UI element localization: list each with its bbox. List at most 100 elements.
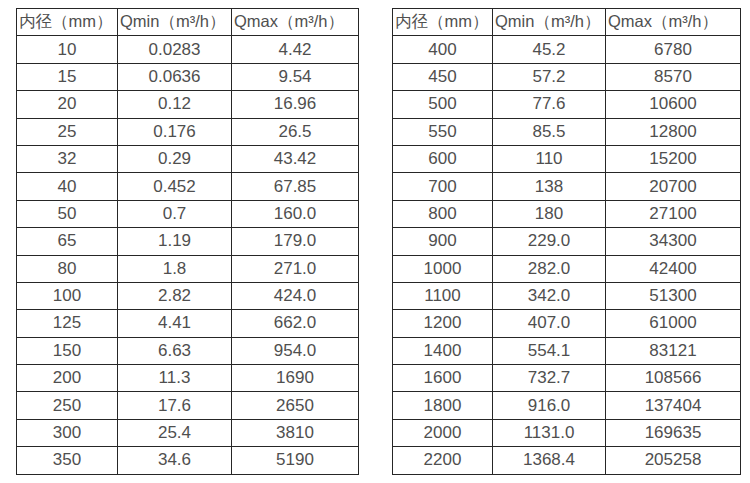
table-cell: 10600	[606, 91, 741, 118]
table-cell: 3810	[232, 419, 359, 446]
table-row: 80018027100	[393, 200, 741, 227]
table-cell: 10	[17, 36, 118, 63]
table-cell: 40	[17, 173, 118, 200]
column-header-qmin: Qmin（m³/h）	[118, 9, 232, 36]
column-header-qmax: Qmax（m³/h）	[232, 9, 359, 36]
table-row: 400.45267.85	[17, 173, 359, 200]
column-header-inner-diameter: 内径（mm）	[17, 9, 118, 36]
table-cell: 25	[17, 118, 118, 145]
table-cell: 137404	[606, 392, 741, 419]
table-cell: 20	[17, 91, 118, 118]
table-cell: 20700	[606, 173, 741, 200]
table-header-row: 内径（mm） Qmin（m³/h） Qmax（m³/h）	[393, 9, 741, 36]
table-row: 35034.65190	[17, 447, 359, 474]
table-cell: 67.85	[232, 173, 359, 200]
table-cell: 2200	[393, 447, 493, 474]
table-cell: 50	[17, 200, 118, 227]
table-row: 45057.28570	[393, 63, 741, 90]
table-cell: 45.2	[493, 36, 606, 63]
table-cell: 424.0	[232, 282, 359, 309]
table-row: 900229.034300	[393, 228, 741, 255]
table-cell: 282.0	[493, 255, 606, 282]
table-row: 150.06369.54	[17, 63, 359, 90]
table-cell: 1100	[393, 282, 493, 309]
table-cell: 15200	[606, 145, 741, 172]
table-cell: 1800	[393, 392, 493, 419]
table-cell: 800	[393, 200, 493, 227]
table-cell: 500	[393, 91, 493, 118]
flow-range-tables-container: 内径（mm） Qmin（m³/h） Qmax（m³/h） 100.02834.4…	[0, 0, 750, 475]
table-cell: 11.3	[118, 365, 232, 392]
table-body: 100.02834.42150.06369.54200.1216.96250.1…	[17, 36, 359, 474]
table-cell: 179.0	[232, 228, 359, 255]
table-cell: 1.8	[118, 255, 232, 282]
table-cell: 2650	[232, 392, 359, 419]
table-cell: 6780	[606, 36, 741, 63]
table-row: 1002.82424.0	[17, 282, 359, 309]
table-cell: 34300	[606, 228, 741, 255]
table-cell: 15	[17, 63, 118, 90]
table-cell: 150	[17, 337, 118, 364]
table-row: 1200407.061000	[393, 310, 741, 337]
table-cell: 25.4	[118, 419, 232, 446]
table-cell: 2.82	[118, 282, 232, 309]
table-cell: 125	[17, 310, 118, 337]
table-row: 1100342.051300	[393, 282, 741, 309]
table-header-row: 内径（mm） Qmin（m³/h） Qmax（m³/h）	[17, 9, 359, 36]
table-row: 20011.31690	[17, 365, 359, 392]
table-cell: 32	[17, 145, 118, 172]
table-cell: 100	[17, 282, 118, 309]
table-cell: 27100	[606, 200, 741, 227]
table-row: 651.19179.0	[17, 228, 359, 255]
table-cell: 26.5	[232, 118, 359, 145]
table-row: 1800916.0137404	[393, 392, 741, 419]
column-header-qmax: Qmax（m³/h）	[606, 9, 741, 36]
table-cell: 900	[393, 228, 493, 255]
table-cell: 110	[493, 145, 606, 172]
table-row: 55085.512800	[393, 118, 741, 145]
table-cell: 1600	[393, 365, 493, 392]
table-cell: 108566	[606, 365, 741, 392]
table-row: 1506.63954.0	[17, 337, 359, 364]
table-row: 1400554.183121	[393, 337, 741, 364]
table-cell: 6.63	[118, 337, 232, 364]
table-row: 40045.26780	[393, 36, 741, 63]
table-cell: 160.0	[232, 200, 359, 227]
table-cell: 138	[493, 173, 606, 200]
table-cell: 4.42	[232, 36, 359, 63]
table-cell: 42400	[606, 255, 741, 282]
table-cell: 1690	[232, 365, 359, 392]
table-cell: 1000	[393, 255, 493, 282]
table-cell: 1368.4	[493, 447, 606, 474]
table-row: 30025.43810	[17, 419, 359, 446]
table-cell: 0.29	[118, 145, 232, 172]
table-cell: 4.41	[118, 310, 232, 337]
flow-table-large-diameters: 内径（mm） Qmin（m³/h） Qmax（m³/h） 40045.26780…	[392, 8, 741, 475]
table-cell: 5190	[232, 447, 359, 474]
table-cell: 9.54	[232, 63, 359, 90]
table-cell: 43.42	[232, 145, 359, 172]
table-cell: 16.96	[232, 91, 359, 118]
table-cell: 77.6	[493, 91, 606, 118]
flow-table-small-diameters: 内径（mm） Qmin（m³/h） Qmax（m³/h） 100.02834.4…	[16, 8, 359, 475]
table-cell: 662.0	[232, 310, 359, 337]
column-header-inner-diameter: 内径（mm）	[393, 9, 493, 36]
table-cell: 34.6	[118, 447, 232, 474]
table-row: 250.17626.5	[17, 118, 359, 145]
table-row: 25017.62650	[17, 392, 359, 419]
table-cell: 205258	[606, 447, 741, 474]
table-cell: 0.0636	[118, 63, 232, 90]
table-row: 801.8271.0	[17, 255, 359, 282]
table-cell: 300	[17, 419, 118, 446]
table-row: 20001131.0169635	[393, 419, 741, 446]
table-cell: 916.0	[493, 392, 606, 419]
table-cell: 0.12	[118, 91, 232, 118]
column-header-qmin: Qmin（m³/h）	[493, 9, 606, 36]
table-row: 50077.610600	[393, 91, 741, 118]
table-cell: 17.6	[118, 392, 232, 419]
table-row: 1600732.7108566	[393, 365, 741, 392]
table-cell: 732.7	[493, 365, 606, 392]
table-cell: 1200	[393, 310, 493, 337]
table-cell: 271.0	[232, 255, 359, 282]
table-cell: 83121	[606, 337, 741, 364]
